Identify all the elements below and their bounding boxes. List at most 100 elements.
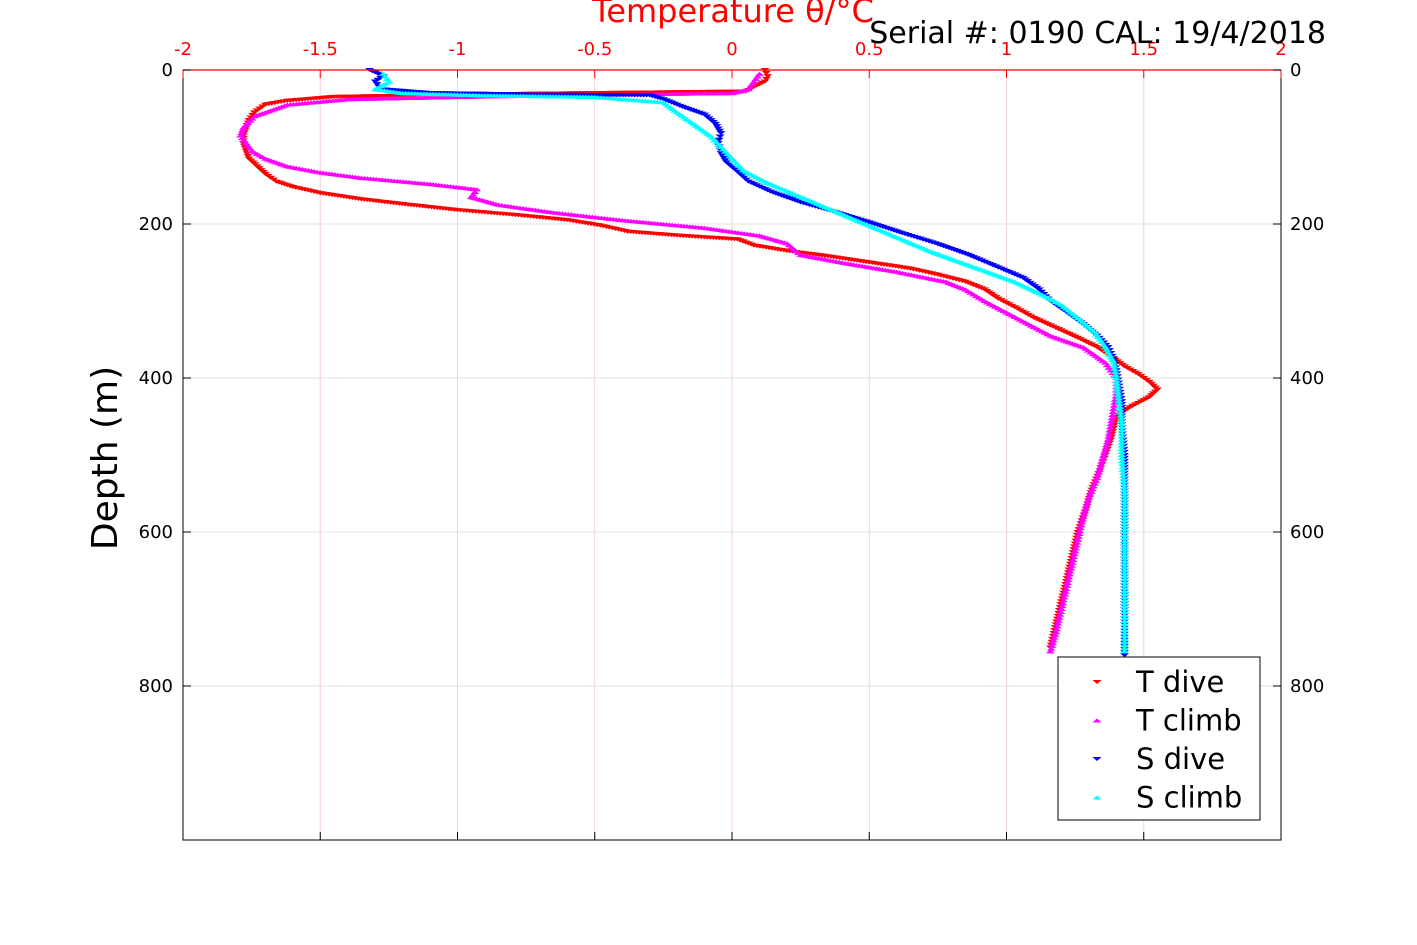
data-point: [1120, 556, 1130, 561]
data-point: [715, 134, 725, 139]
data-point: [1096, 462, 1106, 467]
data-point: [247, 148, 257, 153]
data-point: [1120, 571, 1130, 576]
data-point: [1071, 546, 1081, 551]
data-point: [1063, 578, 1073, 583]
data-point: [1117, 431, 1127, 436]
data-point: [1117, 440, 1127, 445]
data-point: [1112, 381, 1122, 386]
data-point: [707, 135, 717, 140]
data-point: [714, 142, 724, 147]
data-point: [1120, 637, 1130, 642]
y-tick-label-left: 800: [139, 676, 173, 697]
data-point: [717, 153, 727, 158]
data-point: [1118, 464, 1128, 469]
data-point: [1079, 511, 1089, 516]
data-point: [1120, 653, 1130, 658]
data-point: [1064, 575, 1074, 580]
data-point: [723, 151, 733, 156]
data-point: [1110, 369, 1120, 374]
data-point: [1113, 387, 1123, 392]
data-point: [1086, 489, 1096, 494]
data-point: [1120, 550, 1130, 555]
data-point: [1051, 630, 1061, 635]
data-point: [725, 154, 735, 159]
data-point: [248, 112, 258, 117]
data-point: [1111, 375, 1121, 381]
data-point: [1103, 350, 1113, 355]
data-point: [1117, 443, 1127, 448]
data-point: [241, 141, 251, 146]
data-point: [1104, 352, 1114, 357]
data-point: [1112, 384, 1122, 389]
data-point: [720, 149, 730, 154]
data-point: [1052, 627, 1062, 632]
data-point: [236, 133, 246, 138]
data-point: [1067, 563, 1077, 568]
data-point: [1060, 592, 1070, 597]
x-tick-label: 2: [1275, 39, 1286, 60]
data-point: [1104, 434, 1114, 439]
data-point: [237, 130, 247, 135]
legend-label: S dive: [1136, 742, 1225, 776]
data-point: [1103, 437, 1113, 442]
data-point: [1112, 378, 1122, 383]
data-point: [1075, 529, 1085, 534]
data-point: [1120, 649, 1130, 654]
data-point: [1087, 487, 1097, 492]
data-point: [1037, 289, 1047, 294]
data-point: [712, 124, 722, 129]
data-point: [1120, 521, 1130, 526]
data-point: [1067, 560, 1077, 565]
data-point: [761, 76, 771, 81]
data-point: [243, 121, 253, 126]
data-point: [1082, 500, 1092, 505]
data-point: [1120, 512, 1130, 517]
data-point: [1120, 491, 1130, 496]
data-point: [1120, 559, 1130, 564]
data-point: [1095, 337, 1105, 342]
data-point: [1120, 538, 1130, 543]
data-point: [719, 155, 729, 160]
data-point: [1083, 498, 1093, 503]
data-point: [1104, 431, 1114, 436]
data-point: [241, 123, 251, 128]
data-point: [1120, 553, 1130, 558]
data-point: [380, 74, 390, 79]
data-point: [1117, 446, 1127, 451]
data-point: [1080, 509, 1090, 514]
data-point: [1120, 541, 1130, 546]
data-point: [1117, 452, 1127, 458]
data-point: [1111, 372, 1121, 377]
data-point: [1061, 586, 1071, 591]
data-point: [1091, 478, 1101, 483]
x-tick-label: 0.5: [855, 39, 884, 60]
data-point: [1093, 334, 1103, 339]
legend-marker: [1092, 679, 1102, 685]
data-point: [1055, 612, 1065, 617]
x-tick-label: 1.5: [1129, 39, 1158, 60]
data-point: [743, 87, 753, 92]
data-point: [1118, 473, 1128, 478]
data-point: [1090, 481, 1100, 486]
data-point: [1056, 609, 1066, 614]
legend-label: T climb: [1135, 704, 1242, 738]
data-point: [1119, 482, 1129, 487]
data-point: [1048, 641, 1058, 646]
data-point: [1078, 517, 1088, 522]
data-point: [1098, 342, 1108, 347]
data-point: [1109, 403, 1119, 408]
data-point: [1120, 518, 1130, 523]
y-tick-label-right: 800: [1290, 676, 1324, 697]
data-point: [727, 156, 737, 161]
data-point: [1065, 569, 1075, 574]
y-tick-label-left: 0: [162, 60, 173, 81]
data-point: [1046, 646, 1056, 651]
data-point: [1113, 390, 1123, 395]
data-point: [1117, 428, 1127, 433]
data-point: [1108, 409, 1118, 414]
data-point: [1114, 399, 1124, 404]
data-point: [1118, 470, 1128, 475]
